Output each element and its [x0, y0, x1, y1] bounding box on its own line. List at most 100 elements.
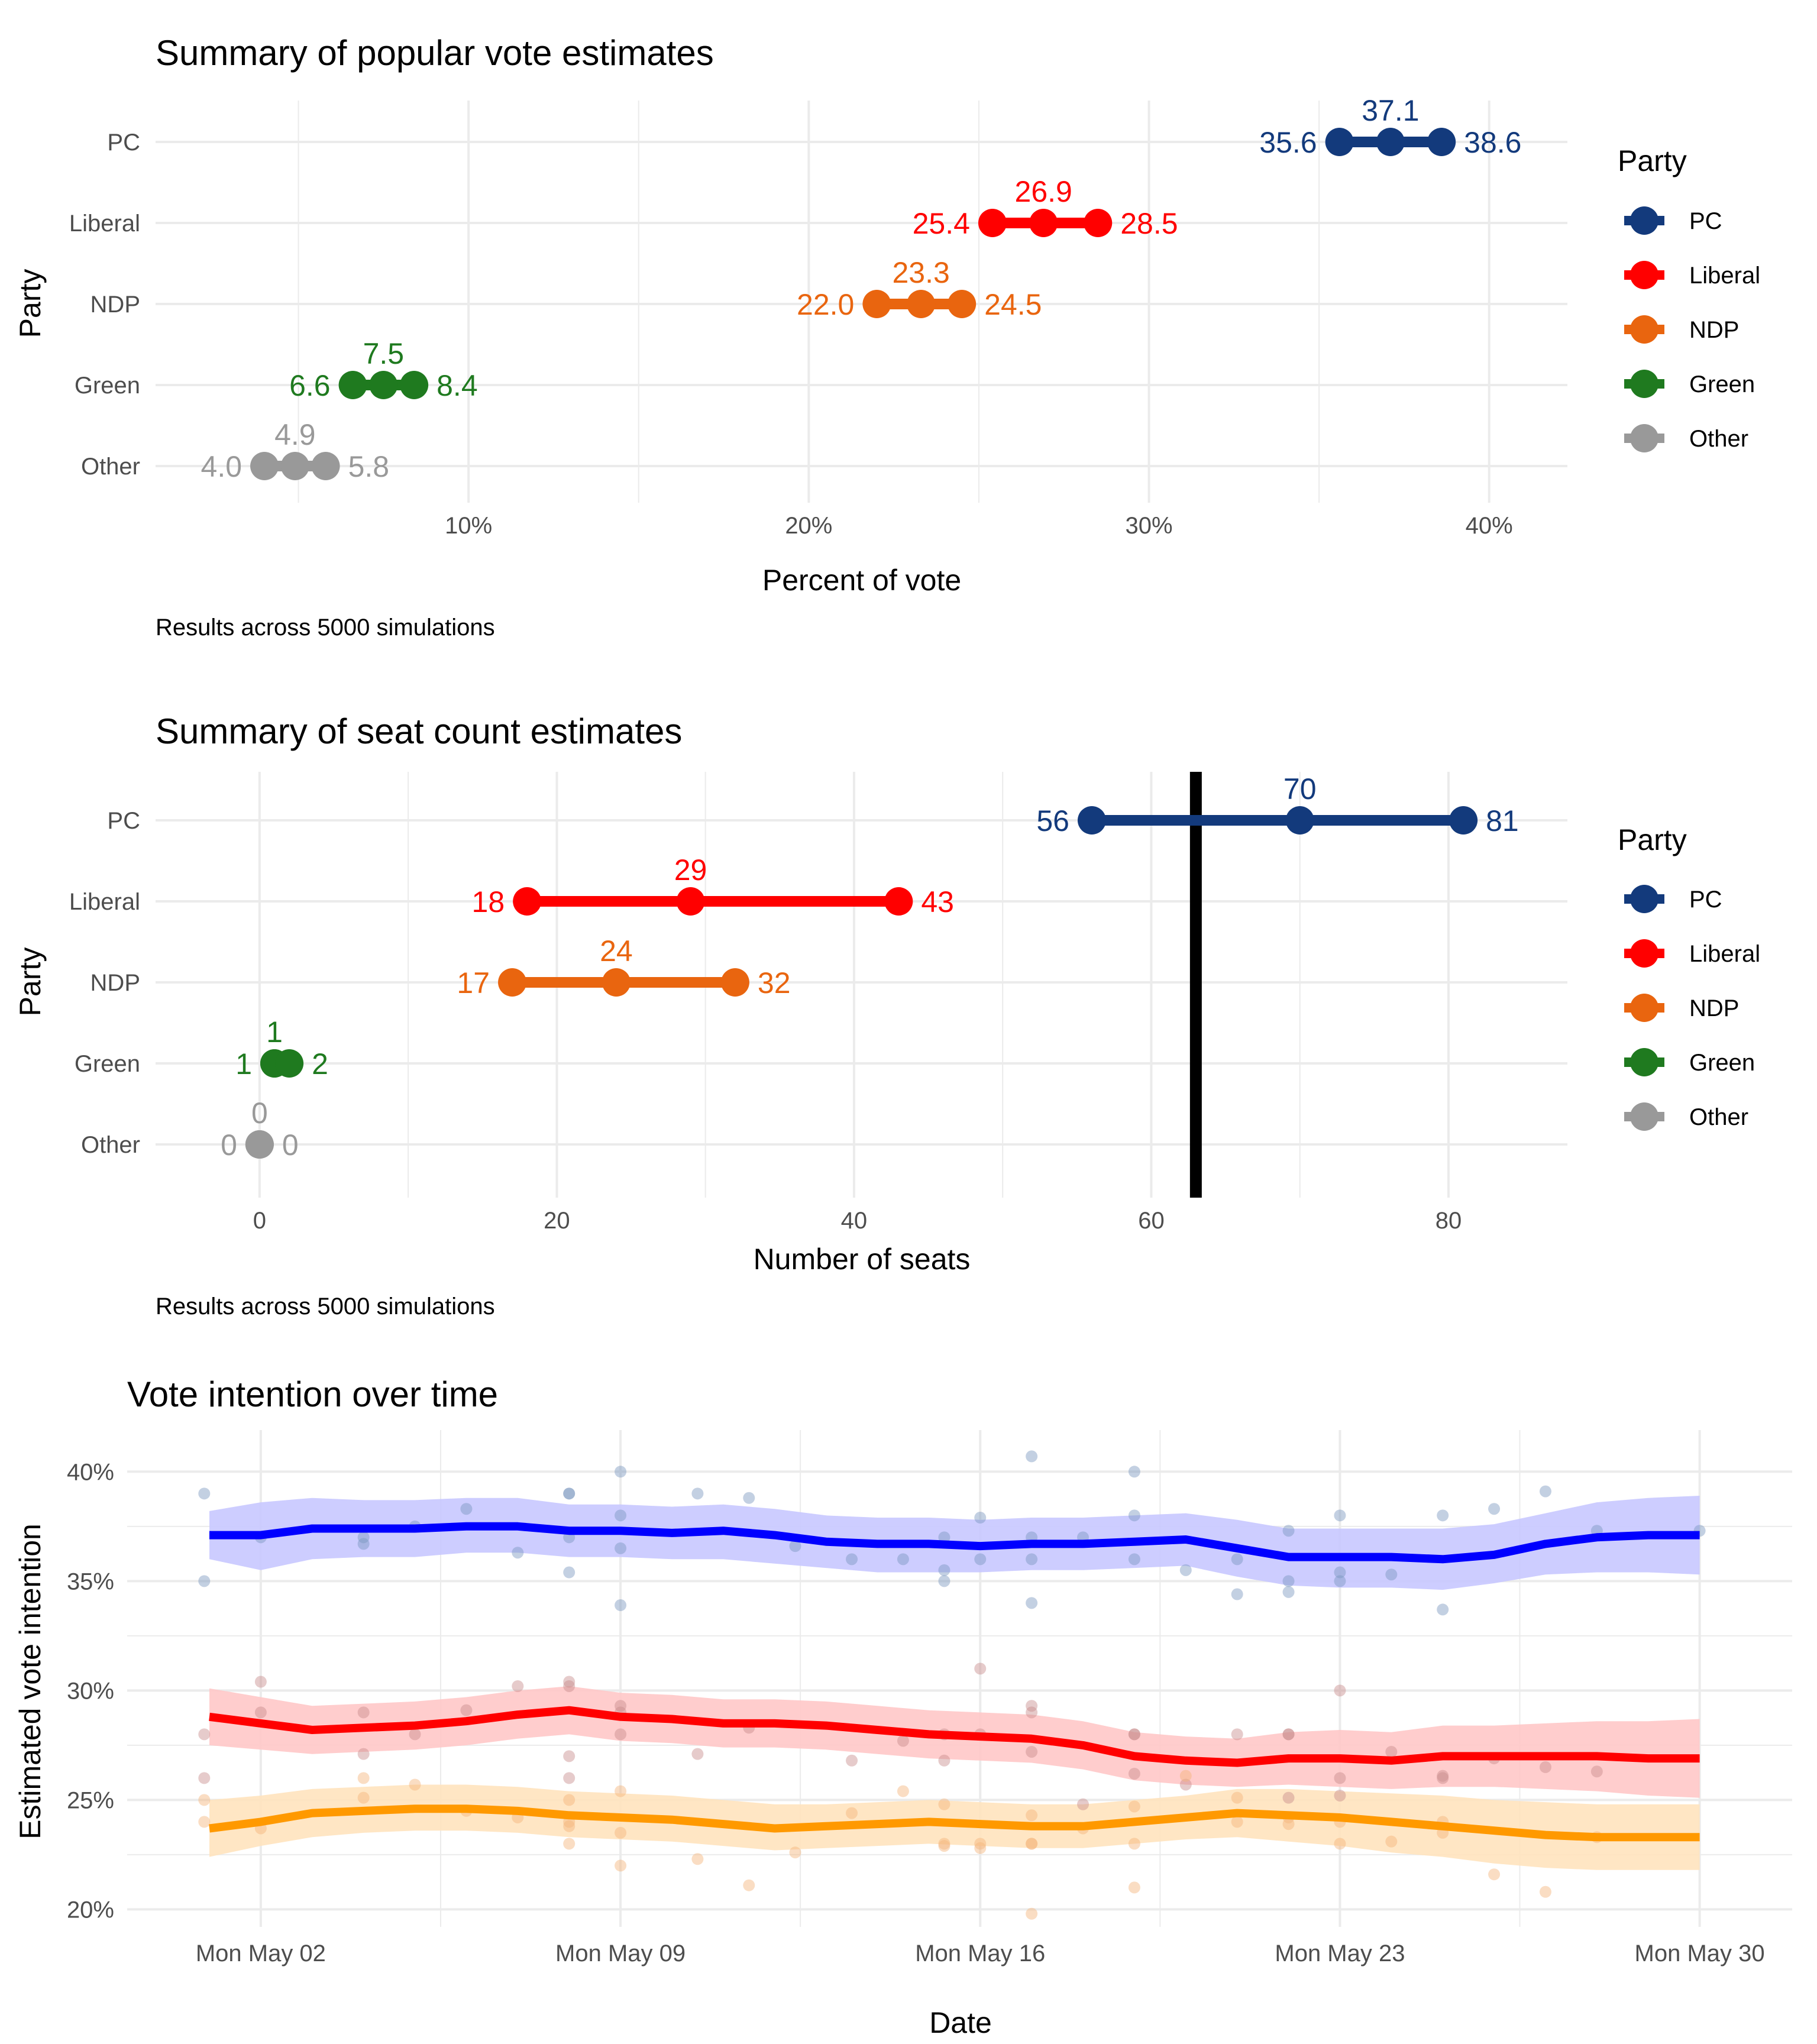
estimate-dot: [978, 209, 1007, 237]
poll-point: [1026, 1745, 1038, 1758]
poll-point: [1539, 1485, 1551, 1498]
seat-count-title: Summary of seat count estimates: [156, 711, 682, 751]
trend-line-pc: [209, 1522, 1700, 1564]
high-value-label: 8.4: [437, 369, 478, 402]
estimate-dot: [513, 887, 542, 916]
poll-point: [1334, 1575, 1346, 1587]
poll-point: [1385, 1745, 1398, 1758]
poll-point: [1026, 1809, 1038, 1822]
poll-point: [357, 1706, 370, 1719]
seat-count-y-axis-title: Party: [14, 947, 47, 1017]
y-tick-label: Green: [75, 373, 140, 399]
poll-point: [1282, 1791, 1295, 1804]
vote-intention-x-ticks: Mon May 02 Mon May 09 Mon May 16 Mon May 23…: [196, 1940, 1765, 1967]
mid-value-label: 37.1: [1362, 94, 1419, 127]
low-value-label: 56: [1036, 804, 1069, 837]
poll-point: [1128, 1466, 1140, 1478]
high-value-label: 32: [758, 966, 791, 1000]
legend-item-green: Green: [1624, 1048, 1755, 1076]
seat-count-x-axis-title: Number of seats: [754, 1243, 971, 1276]
seat-count-panel: Summary of seat count estimates PC Libera…: [14, 711, 1760, 1319]
high-value-label: 38.6: [1464, 126, 1521, 159]
poll-point: [460, 1704, 473, 1716]
y-tick-label: 40%: [67, 1459, 114, 1485]
estimate-dot: [400, 371, 429, 399]
seat-count-caption: Results across 5000 simulations: [156, 1293, 495, 1319]
poll-point: [1026, 1706, 1038, 1719]
x-tick-label: 10%: [445, 513, 492, 539]
poll-point: [1128, 1728, 1140, 1741]
poll-point: [1026, 1450, 1038, 1463]
vote-share-y-ticks: PC Liberal NDP Green Other: [69, 130, 140, 480]
legend-item-other: Other: [1624, 424, 1748, 452]
estimate-dot: [602, 968, 631, 997]
poll-point: [460, 1503, 473, 1515]
low-value-label: 6.6: [289, 369, 331, 402]
poll-point: [974, 1512, 987, 1524]
estimate-dot: [1084, 209, 1113, 237]
poll-point: [743, 1879, 755, 1891]
poll-point: [615, 1859, 627, 1872]
poll-point: [1128, 1800, 1140, 1813]
estimate-dot: [676, 887, 705, 916]
y-tick-label: NDP: [90, 970, 140, 996]
estimate-dot: [311, 452, 340, 480]
poll-point: [938, 1838, 950, 1850]
poll-point: [938, 1754, 950, 1767]
poll-point: [1231, 1816, 1243, 1828]
poll-point: [974, 1842, 987, 1854]
poll-point: [1539, 1761, 1551, 1773]
y-tick-label: Green: [75, 1051, 140, 1077]
poll-point: [1488, 1503, 1501, 1515]
poll-point: [563, 1566, 576, 1579]
poll-point: [1437, 1603, 1449, 1616]
mid-value-label: 23.3: [892, 256, 949, 289]
seat-count-x-ticks: 0 20 40 60 80: [253, 1208, 1462, 1234]
estimate-dot: [720, 968, 749, 997]
poll-point: [1282, 1525, 1295, 1537]
estimate-dot: [498, 968, 527, 997]
y-tick-label: NDP: [90, 292, 140, 318]
seat-count-y-ticks: PC Liberal NDP Green Other: [69, 808, 140, 1158]
poll-point: [563, 1820, 576, 1832]
poll-point: [1128, 1728, 1140, 1741]
y-tick-label: Other: [81, 1132, 140, 1158]
legend-key-dot: [1630, 315, 1658, 344]
poll-point: [1179, 1778, 1192, 1791]
low-value-label: 22.0: [797, 288, 854, 321]
legend-key-dot: [1630, 1048, 1658, 1076]
poll-point: [897, 1785, 909, 1797]
poll-point: [1231, 1791, 1243, 1804]
poll-point: [615, 1700, 627, 1712]
poll-point: [615, 1542, 627, 1554]
vote-share-panel: Summary of popular vote estimates PC Libe…: [14, 33, 1760, 641]
poll-point: [1282, 1728, 1295, 1741]
vote-intention-points: [198, 1450, 1706, 1920]
poll-point: [198, 1728, 211, 1741]
poll-point: [198, 1816, 211, 1828]
vote-share-caption: Results across 5000 simulations: [156, 615, 495, 641]
poll-point: [743, 1492, 755, 1504]
high-value-label: 43: [921, 885, 954, 918]
confidence-band-liberal: [209, 1686, 1700, 1798]
mid-value-label: 0: [251, 1097, 268, 1130]
estimate-dot: [862, 290, 891, 318]
legend-key-dot: [1630, 370, 1658, 398]
estimate-dot: [1029, 209, 1058, 237]
poll-point: [1539, 1885, 1551, 1898]
x-tick-label: 20%: [785, 513, 832, 539]
poll-point: [1231, 1728, 1243, 1741]
poll-point: [357, 1772, 370, 1784]
poll-point: [615, 1826, 627, 1839]
poll-point: [1077, 1798, 1089, 1810]
high-value-label: 2: [312, 1047, 328, 1081]
poll-point: [1128, 1881, 1140, 1894]
vote-intention-lines: [209, 1522, 1700, 1842]
poll-point: [615, 1599, 627, 1612]
legend-key-dot: [1630, 261, 1658, 289]
poll-point: [563, 1794, 576, 1806]
x-tick-label: 40: [841, 1208, 868, 1234]
poll-point: [1590, 1765, 1603, 1778]
low-value-label: 17: [457, 966, 490, 1000]
